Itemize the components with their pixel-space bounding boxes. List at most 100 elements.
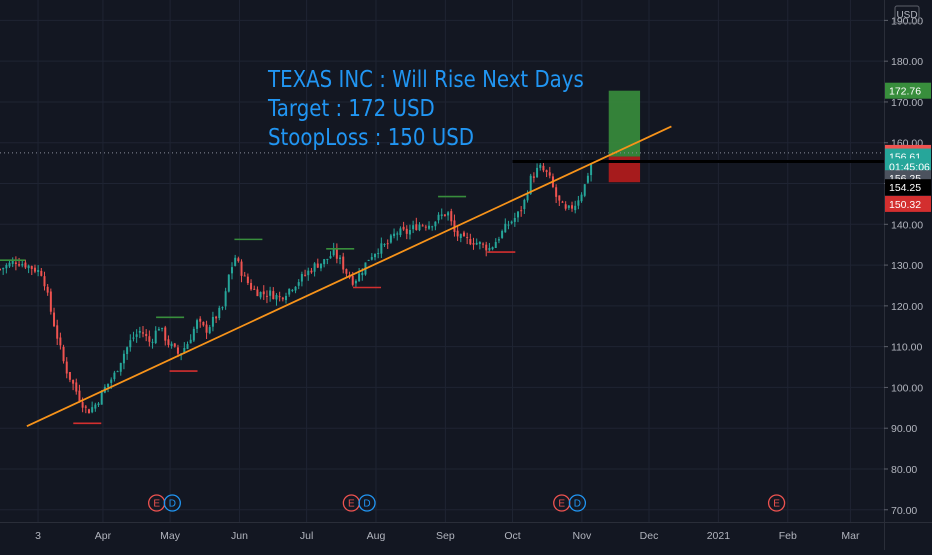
candle-body bbox=[453, 220, 456, 232]
price-tick-label: 170.00 bbox=[891, 97, 923, 109]
candle-body bbox=[122, 353, 125, 364]
time-tick-label: Feb bbox=[779, 530, 797, 542]
candle-body bbox=[497, 239, 500, 241]
price-tick-label: 120.00 bbox=[891, 301, 923, 313]
candle-body bbox=[462, 232, 465, 237]
candle-body bbox=[478, 242, 481, 245]
candle-body bbox=[87, 409, 90, 414]
candle-body bbox=[8, 262, 11, 267]
candle-body bbox=[412, 225, 415, 230]
candle-body bbox=[129, 340, 132, 348]
event-letter: D bbox=[169, 499, 176, 510]
candle-body bbox=[354, 280, 357, 284]
candle-body bbox=[75, 382, 78, 392]
time-tick-label: Nov bbox=[573, 530, 592, 542]
candle-body bbox=[288, 288, 291, 295]
candle-body bbox=[246, 276, 249, 284]
candle-body bbox=[259, 291, 262, 298]
candle-body bbox=[437, 214, 440, 221]
candle-body bbox=[72, 379, 75, 384]
candle-body bbox=[421, 225, 424, 227]
candle-body bbox=[574, 205, 577, 211]
candle-body bbox=[211, 316, 214, 327]
candle-body bbox=[542, 165, 545, 171]
candle-body bbox=[151, 341, 154, 343]
candle-body bbox=[396, 233, 399, 235]
candle-body bbox=[199, 318, 202, 322]
candle-body bbox=[278, 296, 281, 298]
candle-body bbox=[447, 212, 450, 216]
candle-body bbox=[14, 262, 17, 264]
candle-body bbox=[510, 221, 513, 224]
event-letter: D bbox=[574, 499, 581, 510]
candle-body bbox=[580, 194, 583, 202]
candle-body bbox=[440, 214, 443, 216]
time-tick-label: 3 bbox=[35, 530, 41, 542]
candle-body bbox=[361, 272, 364, 276]
annotation-stoploss: StoopLoss : 150 USD bbox=[268, 125, 475, 151]
candle-body bbox=[78, 390, 81, 401]
candle-body bbox=[329, 256, 332, 259]
candle-body bbox=[450, 211, 453, 222]
candle-body bbox=[30, 266, 33, 269]
candle-body bbox=[59, 337, 62, 346]
annotation-target: Target : 172 USD bbox=[268, 96, 435, 122]
price-tick-label: 110.00 bbox=[891, 342, 922, 354]
candle-body bbox=[132, 337, 135, 339]
candle-body bbox=[377, 253, 380, 255]
candle-body bbox=[91, 407, 94, 413]
time-tick-label: 2021 bbox=[707, 530, 731, 542]
candle-body bbox=[310, 270, 313, 273]
candle-body bbox=[513, 218, 516, 222]
candle-body bbox=[27, 265, 30, 269]
candle-body bbox=[526, 194, 529, 201]
candle-body bbox=[164, 327, 167, 341]
candle-body bbox=[81, 402, 84, 408]
trendline[interactable] bbox=[26, 125, 672, 427]
time-tick-label: Apr bbox=[95, 530, 112, 542]
candle-body bbox=[539, 164, 542, 168]
candle-body bbox=[520, 210, 523, 212]
price-label-text: 172.76 bbox=[889, 86, 921, 98]
candle-body bbox=[294, 286, 297, 291]
candle-body bbox=[49, 291, 52, 312]
candle-body bbox=[351, 276, 354, 285]
candle-body bbox=[393, 233, 396, 237]
currency-badge[interactable] bbox=[894, 5, 920, 24]
candle-body bbox=[300, 274, 303, 282]
candle-body bbox=[107, 383, 110, 388]
candle-body bbox=[256, 289, 259, 297]
candle-body bbox=[138, 330, 141, 333]
candle-body bbox=[230, 267, 233, 274]
candle-body bbox=[389, 235, 392, 243]
candle-body bbox=[469, 238, 472, 245]
dividend-event-icon[interactable] bbox=[568, 494, 587, 512]
candle-body bbox=[94, 404, 97, 409]
time-tick-label: Jun bbox=[231, 530, 248, 542]
candle-body bbox=[399, 228, 402, 236]
event-letter: E bbox=[773, 499, 780, 510]
candle-body bbox=[583, 184, 586, 196]
candle-body bbox=[116, 371, 119, 373]
dividend-event-icon[interactable] bbox=[358, 494, 376, 512]
earnings-event-icon[interactable] bbox=[767, 494, 786, 512]
candle-body bbox=[586, 175, 589, 183]
dividend-event-icon[interactable] bbox=[163, 494, 181, 512]
candle-body bbox=[335, 249, 338, 259]
candle-body bbox=[100, 391, 103, 405]
candle-body bbox=[304, 274, 307, 276]
time-tick-label: Dec bbox=[640, 530, 659, 542]
candle-body bbox=[0, 268, 1, 270]
candle-body bbox=[345, 269, 348, 274]
event-letter: D bbox=[363, 499, 370, 510]
candle-body bbox=[523, 199, 526, 210]
candle-body bbox=[33, 267, 36, 272]
candle-body bbox=[275, 295, 278, 300]
annotation-title: TEXAS INC : Will Rise Next Days bbox=[268, 67, 584, 93]
candle-body bbox=[313, 263, 316, 272]
candle-body bbox=[269, 290, 272, 296]
price-label-badge bbox=[885, 195, 931, 212]
target-zone[interactable] bbox=[608, 90, 641, 157]
